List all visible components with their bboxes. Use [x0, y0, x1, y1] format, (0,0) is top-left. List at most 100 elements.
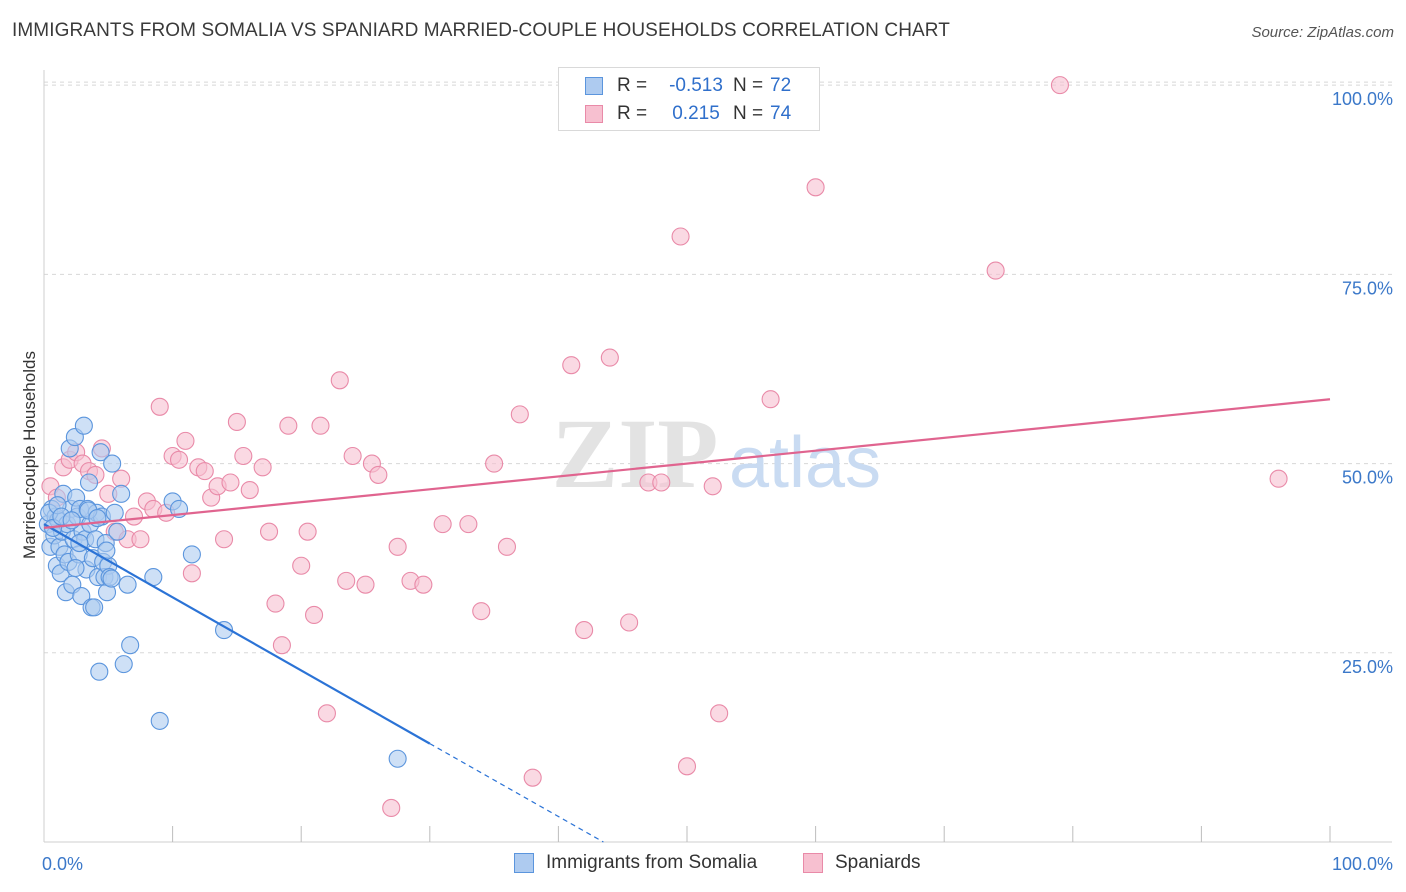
spaniards-point: [382, 798, 401, 817]
legend-swatch-spaniards: [585, 105, 603, 123]
spaniards-point: [388, 537, 407, 556]
spaniards-points: [41, 76, 1288, 817]
spaniards-point: [575, 621, 594, 640]
somalia-point: [114, 655, 133, 674]
gridlines: [44, 81, 1392, 654]
spaniards-point: [986, 261, 1005, 280]
spaniards-point: [279, 416, 298, 435]
spaniards-point: [272, 636, 291, 655]
y-tick-label: 75.0%: [1342, 278, 1393, 298]
somalia-trend-line: [43, 523, 431, 745]
y-tick-label: 50.0%: [1342, 468, 1393, 488]
spaniards-point: [485, 454, 504, 473]
tick-labels: 25.0% 50.0% 75.0% 100.0% 0.0% 100.0%: [42, 89, 1393, 874]
spaniards-point: [472, 602, 491, 621]
legend-r-value: -0.513: [669, 75, 723, 96]
spaniards-point: [124, 507, 144, 526]
spaniards-point: [227, 412, 246, 431]
spaniards-point: [343, 446, 362, 466]
somalia-point: [112, 484, 131, 503]
spaniards-point: [806, 178, 825, 197]
spaniards-point: [317, 704, 336, 723]
somalia-point: [85, 598, 104, 617]
spaniards-point: [523, 768, 542, 787]
spaniards-point: [356, 575, 375, 594]
spaniards-point: [369, 465, 388, 484]
spaniards-point: [311, 416, 330, 435]
somalia-point: [72, 586, 91, 606]
bottom-swatch-spaniards: [803, 853, 823, 873]
y-axis-label: Married-couple Households: [20, 351, 39, 559]
spaniards-point: [562, 356, 581, 375]
somalia-point: [388, 749, 407, 768]
somalia-point: [108, 522, 127, 541]
somalia-point: [118, 575, 137, 594]
somalia-point: [91, 443, 110, 462]
legend-r-label: R =: [617, 103, 648, 124]
x-tick-label: 100.0%: [1332, 854, 1393, 874]
spaniards-point: [459, 515, 478, 534]
spaniards-point: [305, 605, 324, 624]
somalia-point: [150, 711, 169, 730]
legend-n-value: 74: [770, 103, 792, 124]
somalia-point: [105, 503, 124, 522]
spaniards-point: [761, 390, 780, 409]
spaniards-point: [169, 450, 189, 469]
spaniards-point: [298, 522, 317, 541]
spaniards-point: [195, 462, 214, 481]
spaniards-point: [112, 469, 131, 488]
spaniards-point: [600, 348, 619, 367]
source-label: Source: ZipAtlas.com: [1251, 24, 1394, 41]
spaniards-point: [710, 704, 729, 723]
correlation-legend: R = -0.513 N = 72 R = 0.215 N = 74: [558, 67, 820, 131]
spaniards-point: [510, 405, 529, 424]
legend-n-label: N =: [733, 103, 764, 124]
somalia-point: [121, 636, 140, 655]
spaniards-point: [1269, 469, 1288, 488]
trend-lines: [43, 398, 1331, 843]
bottom-swatch-somalia: [514, 853, 534, 873]
bottom-legend-label: Immigrants from Somalia: [546, 852, 758, 873]
spaniards-point: [337, 571, 356, 590]
y-tick-label: 100.0%: [1332, 89, 1393, 109]
somalia-point: [74, 416, 93, 435]
spaniards-point: [677, 757, 697, 776]
spaniards-point: [266, 594, 285, 613]
spaniards-point: [652, 473, 671, 492]
spaniards-trend-line: [43, 398, 1331, 529]
spaniards-point: [620, 613, 639, 632]
spaniards-point: [240, 481, 259, 500]
chart-title: IMMIGRANTS FROM SOMALIA VS SPANIARD MARR…: [12, 20, 950, 41]
spaniards-point: [176, 431, 195, 450]
legend-r-label: R =: [617, 75, 648, 96]
spaniards-point: [433, 515, 452, 534]
spaniards-point: [234, 446, 253, 466]
legend-r-value: 0.215: [672, 103, 720, 124]
somalia-point: [90, 662, 109, 681]
spaniards-point: [221, 473, 240, 492]
somalia-trend-extension: [429, 743, 604, 843]
axes: [43, 70, 1392, 843]
spaniards-point: [671, 227, 690, 246]
somalia-points: [38, 416, 407, 768]
somalia-point: [79, 473, 99, 492]
somalia-point: [182, 545, 201, 564]
spaniards-point: [182, 564, 201, 583]
spaniards-point: [497, 537, 517, 556]
somalia-point: [102, 569, 121, 588]
spaniards-point: [1050, 76, 1069, 95]
spaniards-point: [259, 522, 279, 541]
spaniards-point: [253, 458, 272, 477]
spaniards-point: [292, 556, 311, 575]
somalia-point: [66, 558, 85, 578]
spaniards-point: [150, 397, 169, 416]
spaniards-point: [214, 530, 234, 549]
watermark-zip: ZIP: [552, 398, 719, 509]
somalia-point: [103, 454, 122, 473]
y-tick-label: 25.0%: [1342, 657, 1393, 677]
spaniards-point: [330, 371, 349, 390]
legend-n-label: N =: [733, 75, 764, 96]
spaniards-point: [414, 575, 433, 594]
legend-swatch-somalia: [585, 77, 603, 95]
